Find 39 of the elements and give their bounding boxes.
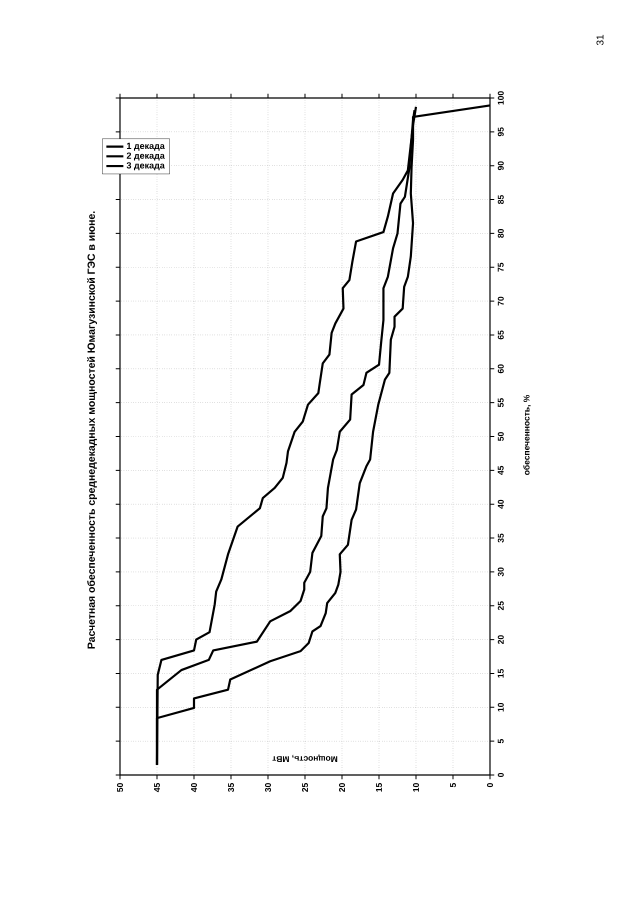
y-tick-label: 30: [498, 568, 504, 576]
legend-label: 2 декада: [126, 152, 165, 160]
y-tick-label: 55: [498, 398, 504, 408]
y-tick-label: 90: [498, 161, 504, 170]
y-tick-label: 70: [498, 296, 504, 306]
y-tick-label: 100: [498, 91, 504, 105]
x-tick-label: 0: [487, 783, 493, 788]
x-tick-label: 45: [154, 783, 160, 792]
x-tick-label: 5: [450, 783, 456, 788]
y-tick-label: 45: [498, 466, 504, 475]
y-tick-label: 80: [498, 229, 504, 238]
y-tick-label: 65: [498, 330, 504, 340]
y-tick-label: 35: [498, 534, 504, 543]
y-tick-label: 10: [498, 702, 504, 712]
x-tick-label: 10: [413, 783, 419, 792]
y-tick-label: 60: [498, 364, 504, 374]
x-tick-label: 20: [339, 783, 345, 792]
y-tick-label: 95: [498, 127, 504, 136]
y-tick-label: 25: [498, 601, 504, 610]
x-tick-label: 35: [228, 783, 234, 792]
x-tick-label: 50: [117, 783, 123, 792]
x-tick-label: 15: [376, 783, 382, 792]
y-tick-label: 0: [498, 772, 504, 778]
text: 31: [596, 34, 604, 46]
x-tick-label: 25: [302, 783, 308, 792]
x-tick-label: 30: [265, 783, 271, 792]
y-tick-label: 50: [498, 432, 504, 441]
y-tick-label: 15: [498, 668, 504, 678]
x-axis-title: Мощность, МВт: [272, 754, 338, 762]
legend-label: 1 декада: [127, 142, 165, 151]
y-tick-label: 40: [498, 500, 504, 509]
legend-label: 3 декада: [126, 162, 165, 170]
x-tick-label: 40: [191, 783, 197, 792]
y-tick-label: 20: [498, 635, 504, 644]
y-tick-label: 5: [498, 739, 504, 744]
y-tick-label: 75: [498, 262, 504, 272]
y-tick-label: 85: [498, 195, 504, 204]
text: Расчетная обеспеченность среднедекадных мощностей Юмагузинской ГЭС в июне.: [87, 212, 97, 648]
y-axis-title: обеспеченность, %: [523, 394, 531, 475]
